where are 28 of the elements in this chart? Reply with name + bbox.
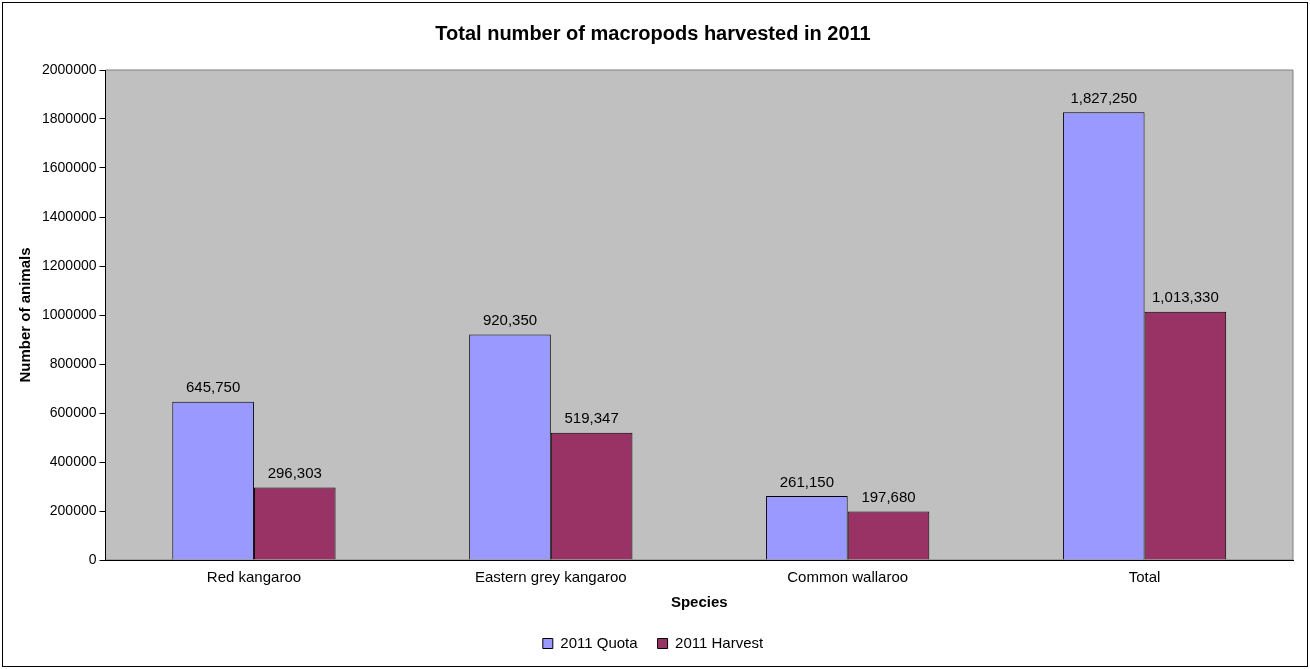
data-label: 920,350 [482,311,538,329]
legend-label: 2011 Quota [560,633,639,651]
data-label: 296,303 [267,464,322,482]
data-label: 197,680 [861,488,916,506]
y-tick-label: 1400000 [41,207,97,224]
data-label: 1,013,330 [1152,288,1219,306]
y-tick-label: 0 [88,550,97,567]
y-tick-label: 800000 [49,354,97,371]
y-tick-label: 600000 [49,403,97,420]
y-tick-label: 1800000 [41,109,97,126]
chart-title: Total number of macropods harvested in 2011 [435,21,871,44]
y-tick-label: 1200000 [41,256,97,273]
y-tick-label: 2000000 [41,60,97,77]
y-tick-label: 400000 [49,452,97,469]
y-tick-label: 200000 [49,501,97,518]
data-label: 645,750 [186,378,241,396]
y-tick-label: 1000000 [41,305,97,322]
y-tick-label: 1600000 [41,158,97,175]
data-label: 1,827,250 [1070,88,1138,106]
data-label: 519,347 [564,409,619,427]
x-tick-label: Common wallaroo [787,568,909,586]
x-tick-label: Total [1128,568,1161,586]
y-axis-title: Number of animals [16,247,34,383]
x-tick-label: Red kangaroo [206,568,302,586]
legend-label: 2011 Harvest [675,633,765,651]
x-axis-title: Species [670,593,728,611]
data-label: 261,150 [779,472,834,490]
x-tick-label: Eastern grey kangaroo [474,568,627,586]
